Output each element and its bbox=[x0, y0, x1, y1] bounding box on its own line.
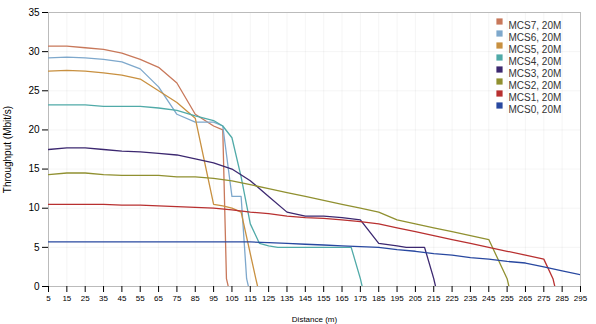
svg-text:30: 30 bbox=[28, 46, 40, 57]
svg-text:15: 15 bbox=[62, 294, 71, 303]
svg-text:5: 5 bbox=[46, 294, 51, 303]
svg-text:245: 245 bbox=[482, 294, 496, 303]
svg-text:45: 45 bbox=[117, 294, 126, 303]
svg-text:MCS5, 20M: MCS5, 20M bbox=[509, 44, 562, 55]
svg-text:25: 25 bbox=[81, 294, 90, 303]
svg-text:145: 145 bbox=[299, 294, 313, 303]
svg-text:115: 115 bbox=[244, 294, 257, 303]
svg-text:0: 0 bbox=[34, 281, 40, 292]
svg-text:10: 10 bbox=[28, 202, 40, 213]
svg-text:205: 205 bbox=[409, 294, 423, 303]
svg-text:35: 35 bbox=[99, 294, 108, 303]
svg-text:155: 155 bbox=[317, 294, 331, 303]
svg-text:165: 165 bbox=[335, 294, 349, 303]
svg-text:35: 35 bbox=[28, 7, 40, 18]
svg-text:MCS4, 20M: MCS4, 20M bbox=[509, 56, 562, 67]
svg-text:285: 285 bbox=[555, 294, 569, 303]
svg-text:Distance (m): Distance (m) bbox=[292, 315, 338, 324]
svg-text:15: 15 bbox=[28, 163, 40, 174]
svg-text:255: 255 bbox=[500, 294, 514, 303]
svg-text:MCS1, 20M: MCS1, 20M bbox=[509, 92, 562, 103]
svg-text:55: 55 bbox=[136, 294, 145, 303]
svg-text:175: 175 bbox=[354, 294, 368, 303]
svg-text:5: 5 bbox=[34, 242, 40, 253]
svg-text:135: 135 bbox=[280, 294, 294, 303]
svg-text:105: 105 bbox=[225, 294, 239, 303]
svg-text:MCS7, 20M: MCS7, 20M bbox=[509, 20, 562, 31]
svg-text:25: 25 bbox=[28, 85, 40, 96]
svg-text:85: 85 bbox=[191, 294, 200, 303]
svg-text:235: 235 bbox=[464, 294, 478, 303]
svg-text:75: 75 bbox=[172, 294, 181, 303]
svg-text:215: 215 bbox=[427, 294, 441, 303]
svg-text:185: 185 bbox=[372, 294, 386, 303]
svg-text:MCS6, 20M: MCS6, 20M bbox=[509, 32, 562, 43]
svg-text:265: 265 bbox=[519, 294, 533, 303]
svg-text:125: 125 bbox=[262, 294, 276, 303]
svg-text:MCS3, 20M: MCS3, 20M bbox=[509, 68, 562, 79]
svg-text:MCS0, 20M: MCS0, 20M bbox=[509, 104, 562, 115]
svg-text:225: 225 bbox=[445, 294, 459, 303]
svg-text:95: 95 bbox=[209, 294, 218, 303]
svg-text:195: 195 bbox=[390, 294, 404, 303]
svg-text:MCS2, 20M: MCS2, 20M bbox=[509, 80, 562, 91]
svg-text:20: 20 bbox=[28, 124, 40, 135]
svg-text:295: 295 bbox=[574, 294, 588, 303]
svg-text:275: 275 bbox=[537, 294, 551, 303]
svg-text:Throughput (Mbit/s): Throughput (Mbit/s) bbox=[2, 106, 13, 193]
svg-text:65: 65 bbox=[154, 294, 163, 303]
